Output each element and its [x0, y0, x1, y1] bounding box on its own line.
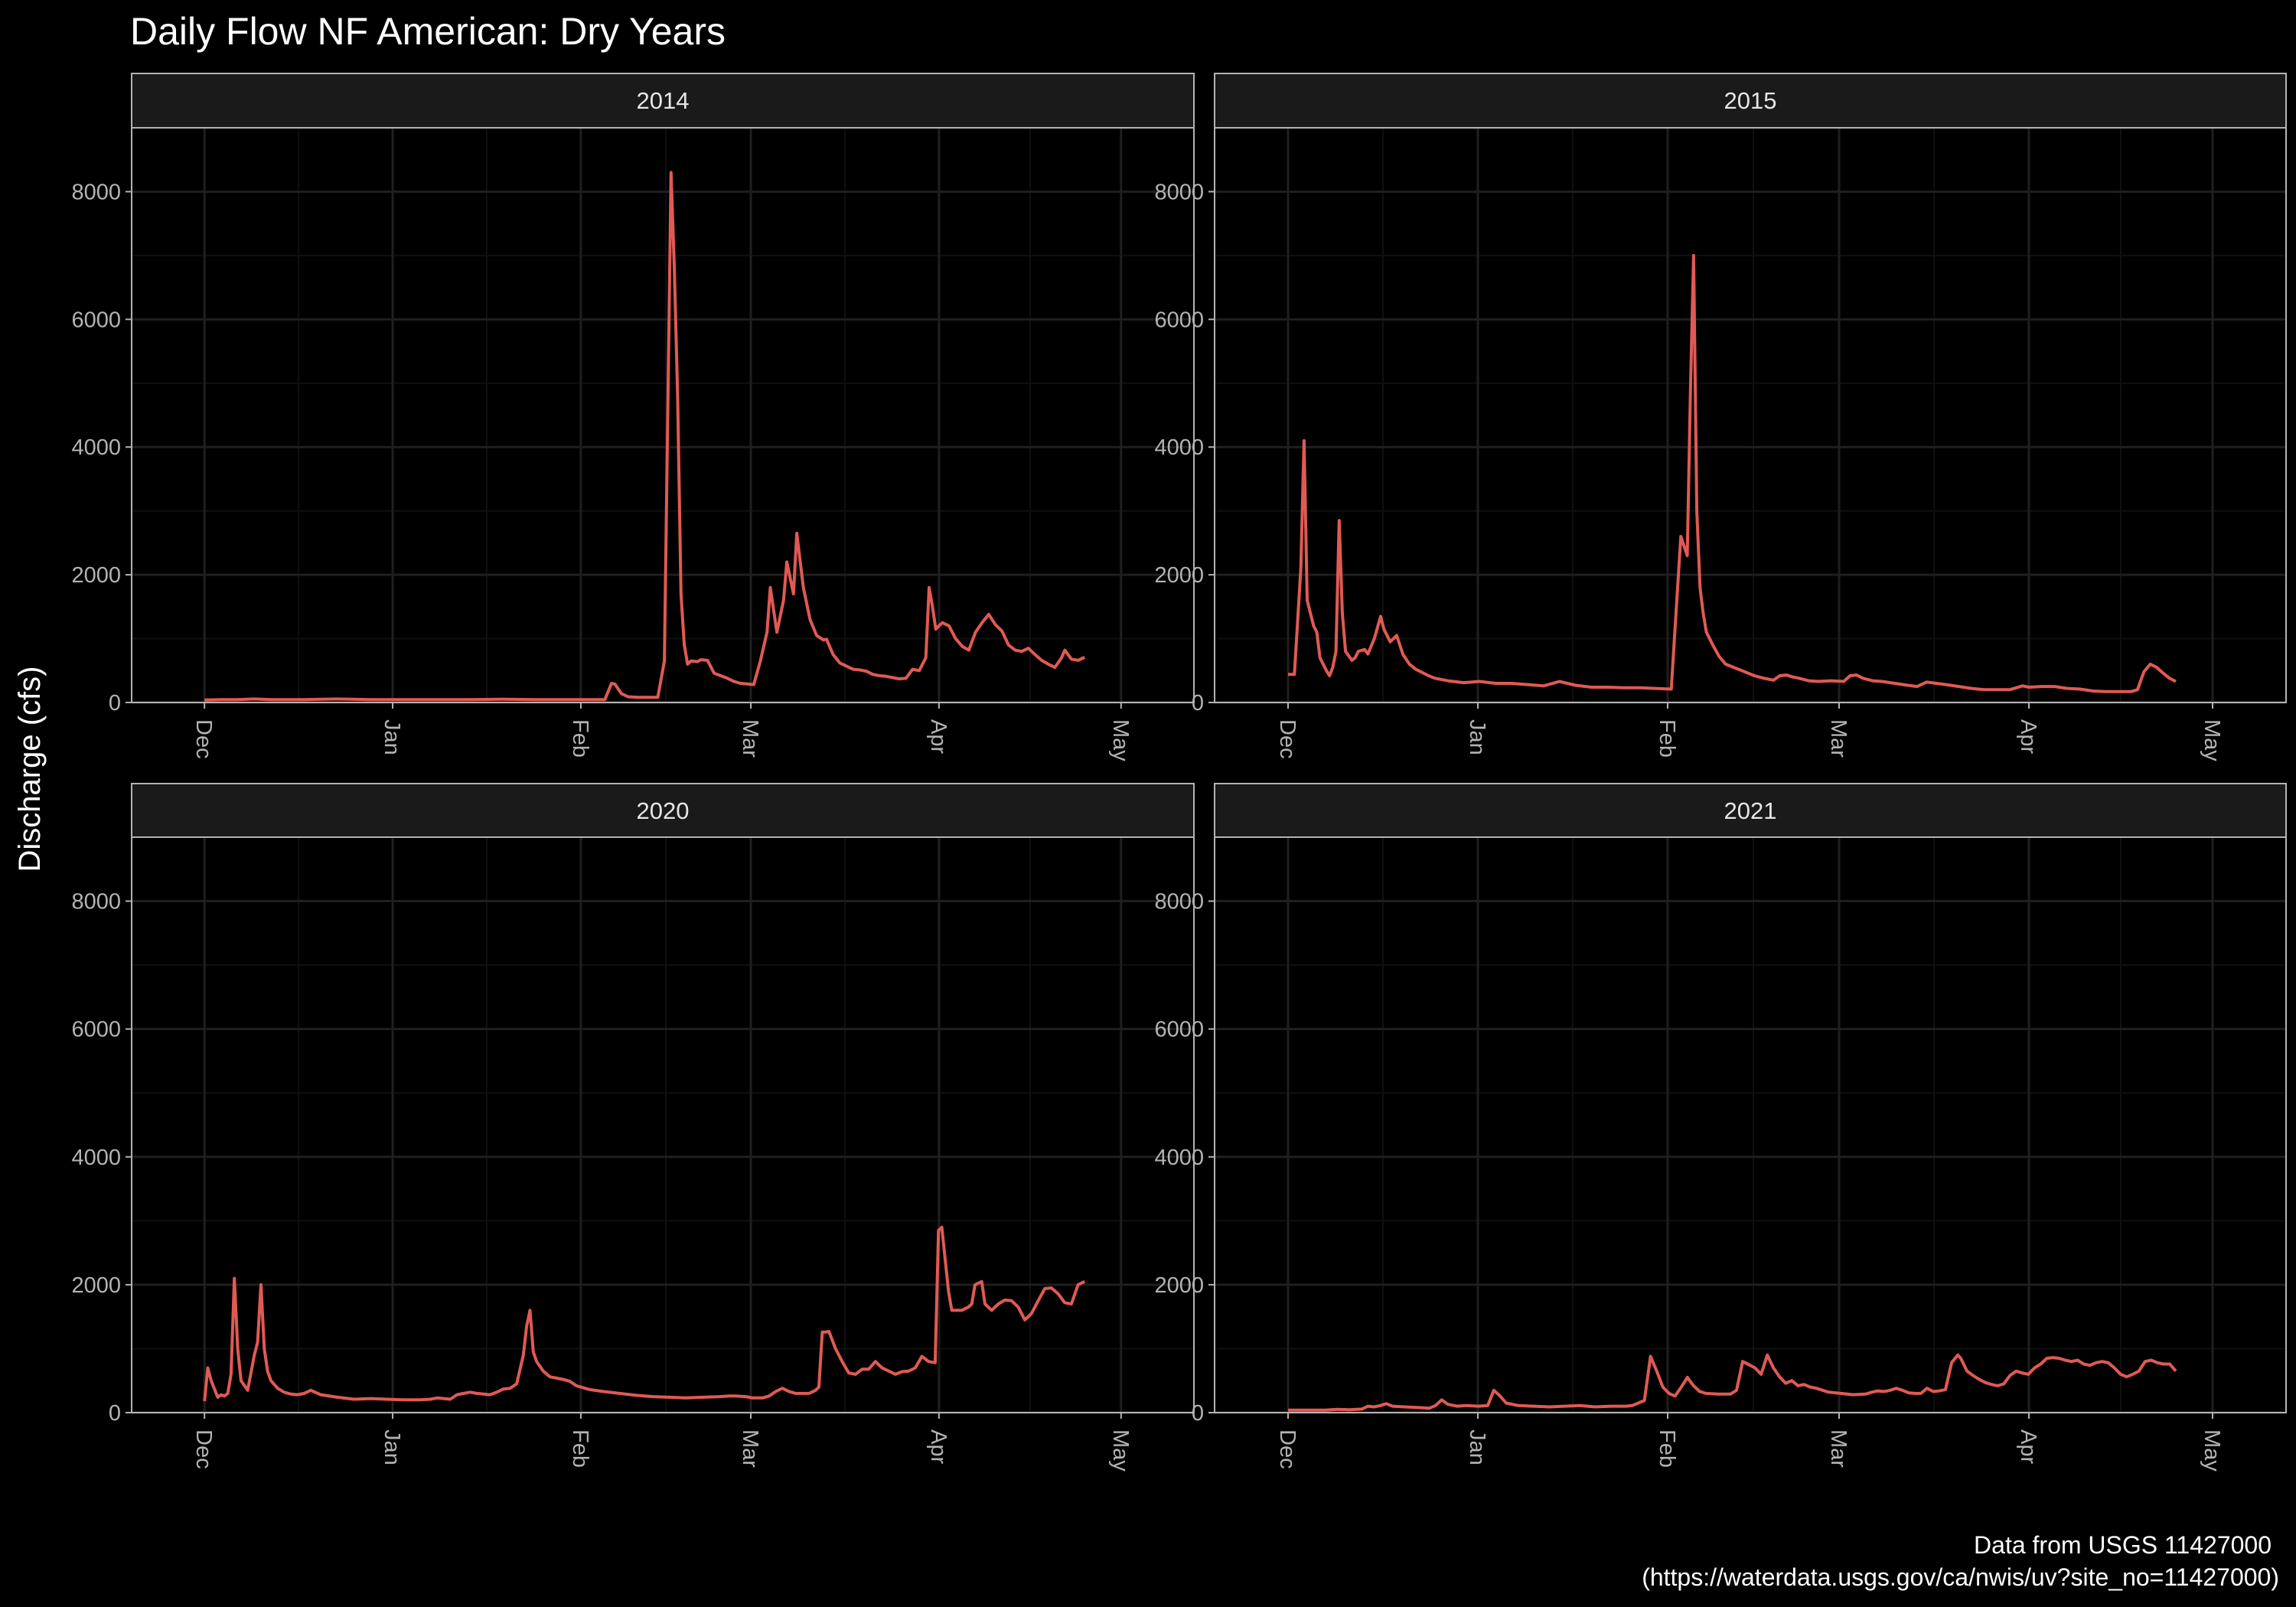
y-tick-label: 6000	[71, 308, 121, 332]
x-tick-label: Dec	[191, 719, 216, 759]
y-tick-label: 6000	[1154, 308, 1204, 332]
caption-source-line: Data from USGS 11427000	[1974, 1531, 2272, 1559]
x-tick-label: Jan	[380, 719, 404, 755]
panel-background	[1215, 128, 2286, 702]
facet-strip-label: 2020	[637, 797, 690, 824]
y-tick-label: 4000	[71, 435, 121, 460]
x-tick-label: Feb	[1655, 1429, 1679, 1468]
y-tick-label: 8000	[71, 890, 121, 914]
x-tick-label: May	[1108, 1429, 1133, 1472]
y-axis-label: Discharge (cfs)	[13, 667, 47, 872]
x-tick-label: Apr	[2016, 1429, 2040, 1464]
x-tick-label: May	[2200, 719, 2224, 761]
y-tick-label: 0	[1192, 1401, 1204, 1426]
chart-title: Daily Flow NF American: Dry Years	[130, 10, 726, 53]
x-tick-label: Jan	[1465, 719, 1489, 755]
y-tick-label: 2000	[1154, 563, 1204, 588]
panel-background	[132, 128, 1194, 702]
x-tick-label: Dec	[191, 1429, 216, 1469]
facet-strip-label: 2014	[637, 87, 690, 114]
facet-panel-2015: 2015 0 2000 4000 6000 8000 Dec Jan Feb Mar Apr May	[1154, 73, 2287, 761]
x-tick-label: Dec	[1275, 719, 1300, 759]
x-tick-label: May	[1108, 719, 1133, 761]
y-tick-label: 4000	[1154, 435, 1204, 460]
y-tick-label: 8000	[1154, 890, 1204, 914]
series-line-2020	[203, 1225, 1086, 1402]
facet-strip-label: 2021	[1724, 797, 1777, 824]
y-tick-label: 2000	[1154, 1273, 1204, 1298]
facet-panel-2014: 2014 0 2000 4000 6000 8000 Dec Jan Feb Mar Apr May	[71, 73, 1195, 761]
facet-panel-2020: 2020 0 2000 4000 6000 8000 Dec Jan Feb Mar Apr May	[71, 783, 1195, 1472]
y-tick-label: 2000	[71, 1273, 121, 1298]
x-tick-label: Apr	[926, 1429, 951, 1464]
y-tick-label: 6000	[71, 1018, 121, 1042]
x-tick-label: Apr	[926, 719, 951, 754]
x-tick-label: Mar	[1826, 1429, 1851, 1468]
caption-url-line: (https://waterdata.usgs.gov/ca/nwis/uv?s…	[1642, 1563, 2279, 1591]
y-tick-label: 8000	[1154, 180, 1204, 204]
x-tick-label: Jan	[380, 1429, 404, 1465]
series-line-2014	[204, 171, 1086, 702]
facet-strip	[131, 73, 1195, 129]
x-tick-label: Mar	[1826, 719, 1851, 758]
x-tick-label: Dec	[1275, 1429, 1300, 1469]
y-tick-label: 0	[1192, 691, 1204, 715]
y-tick-label: 2000	[71, 563, 121, 588]
panel-background	[1215, 837, 2286, 1413]
y-tick-label: 0	[109, 1401, 121, 1426]
series-line-2015	[1288, 253, 2177, 693]
y-tick-label: 8000	[71, 180, 121, 204]
x-tick-label: Mar	[738, 719, 762, 758]
panel-background	[132, 837, 1194, 1413]
panel-border	[1214, 836, 2287, 1413]
x-tick-label: Apr	[2016, 719, 2040, 754]
facet-strip	[1214, 783, 2287, 838]
facet-panel-2021: 2021 0 2000 4000 6000 8000 Dec Jan Feb Mar Apr May	[1154, 783, 2287, 1472]
x-tick-label: Mar	[738, 1429, 762, 1468]
y-tick-label: 4000	[1154, 1146, 1204, 1170]
panel-border	[131, 127, 1195, 703]
x-tick-label: Feb	[1655, 719, 1679, 758]
x-tick-label: Feb	[568, 719, 592, 758]
facet-strip-label: 2015	[1724, 87, 1777, 114]
panel-border	[131, 836, 1195, 1413]
x-tick-label: May	[2200, 1429, 2224, 1472]
y-tick-label: 6000	[1154, 1018, 1204, 1042]
x-tick-label: Jan	[1465, 1429, 1489, 1465]
series-line-2021	[1288, 1353, 2177, 1412]
facet-strip	[131, 783, 1195, 838]
x-tick-label: Feb	[568, 1429, 592, 1468]
y-tick-label: 0	[109, 691, 121, 715]
y-tick-label: 4000	[71, 1146, 121, 1170]
panel-border	[1214, 127, 2287, 703]
